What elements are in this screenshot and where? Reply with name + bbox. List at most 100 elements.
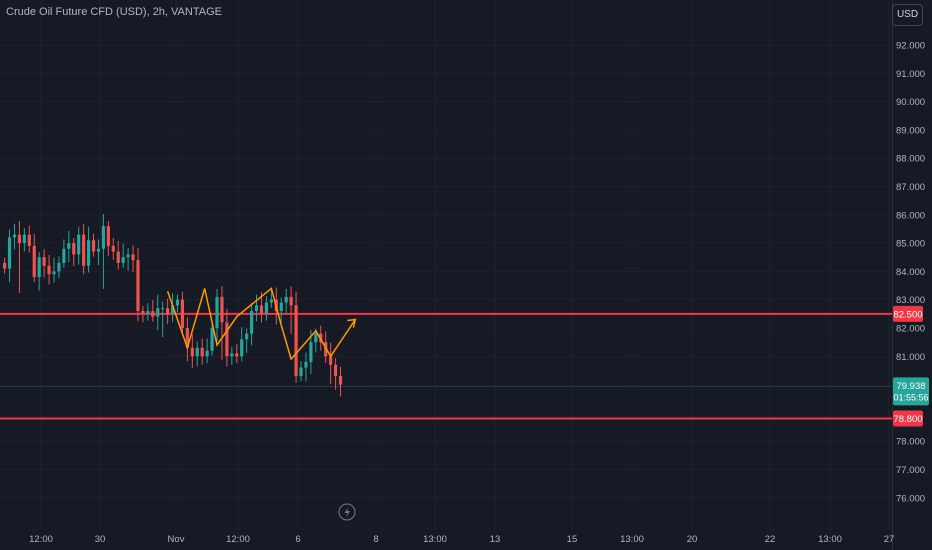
candle-body (96, 248, 101, 252)
candle[interactable] (156, 294, 160, 331)
time-tick-label: 20 (687, 534, 698, 545)
time-axis[interactable]: 12:00 30 Nov 12:00 6 8 13:00 13 15 13:00 20 22 13:00… (29, 534, 894, 545)
candle-body (37, 257, 41, 278)
candle[interactable] (200, 338, 204, 365)
candle[interactable] (116, 240, 120, 270)
candle[interactable] (264, 296, 269, 321)
candle[interactable] (289, 286, 293, 334)
candle[interactable] (195, 341, 199, 367)
time-tick-label: 8 (373, 534, 378, 545)
candle[interactable] (304, 352, 308, 382)
price-tick-label: 89.000 (896, 125, 925, 136)
time-tick-label: 13:00 (818, 534, 842, 545)
candle-body (284, 296, 288, 303)
candle[interactable] (86, 226, 91, 273)
candle-body (52, 271, 56, 275)
currency-button[interactable]: USD (892, 4, 923, 26)
candle[interactable] (141, 305, 145, 323)
candle[interactable] (52, 257, 56, 283)
candle[interactable] (205, 338, 209, 364)
candle[interactable] (106, 221, 110, 257)
candle[interactable] (146, 303, 150, 321)
candle[interactable] (185, 317, 189, 362)
candle[interactable] (96, 239, 101, 266)
price-tick-label: 85.000 (896, 239, 925, 250)
price-tick-label: 86.000 (896, 210, 925, 221)
candle-body (235, 353, 239, 357)
candle[interactable] (210, 322, 214, 356)
candle[interactable] (3, 257, 7, 274)
zigzag-line[interactable] (166, 287, 356, 361)
candle[interactable] (27, 225, 31, 253)
candle[interactable] (82, 223, 86, 275)
candle[interactable] (170, 293, 175, 323)
candle-body (195, 347, 199, 357)
candle[interactable] (175, 294, 180, 313)
time-tick-label: 12:00 (226, 534, 250, 545)
candle[interactable] (299, 361, 303, 382)
candle[interactable] (101, 213, 105, 289)
candle[interactable] (225, 308, 229, 367)
candle[interactable] (7, 229, 12, 283)
candle[interactable] (72, 238, 76, 267)
candle[interactable] (37, 252, 41, 291)
candle[interactable] (32, 233, 36, 283)
candle[interactable] (47, 254, 51, 285)
candle[interactable] (42, 249, 46, 278)
candle[interactable] (190, 334, 194, 369)
candle-body (245, 333, 249, 340)
candle[interactable] (111, 238, 115, 261)
candle[interactable] (131, 245, 135, 272)
candle[interactable] (57, 256, 61, 279)
candle[interactable] (294, 291, 298, 383)
candle[interactable] (333, 358, 338, 390)
candle[interactable] (250, 303, 254, 346)
candle[interactable] (121, 243, 125, 269)
candle[interactable] (240, 327, 244, 362)
candle[interactable] (151, 300, 155, 322)
candle[interactable] (180, 291, 185, 334)
zigzag-pattern[interactable] (166, 287, 357, 361)
candle[interactable] (215, 288, 219, 342)
candle[interactable] (77, 226, 81, 265)
level-price-label (893, 305, 923, 322)
candle[interactable] (284, 288, 288, 313)
candle[interactable] (220, 286, 224, 360)
candle[interactable] (269, 290, 273, 308)
candle-body (269, 299, 273, 303)
candle-body (170, 305, 175, 314)
candle[interactable] (314, 328, 318, 353)
candle-body (82, 234, 86, 266)
candle[interactable] (161, 301, 165, 338)
candle[interactable] (329, 342, 333, 385)
candle[interactable] (279, 297, 283, 323)
candle-body (72, 243, 76, 255)
candle-body (151, 311, 155, 317)
candle[interactable] (126, 247, 130, 271)
candle[interactable] (17, 221, 22, 293)
candle-body (289, 296, 293, 306)
price-tick-label: 78.000 (896, 437, 925, 448)
level-lines (0, 312, 892, 420)
candle[interactable] (230, 346, 234, 365)
candle[interactable] (235, 344, 239, 364)
price-axis[interactable]: 92.000 91.000 90.000 89.000 88.000 87.000 86.0… (896, 41, 925, 505)
candle-body (67, 243, 71, 249)
candle[interactable] (338, 366, 343, 397)
countdown-text: 01:55:56 (893, 392, 928, 402)
candle[interactable] (166, 298, 170, 325)
candle[interactable] (136, 247, 140, 322)
candle[interactable] (245, 328, 249, 353)
candle[interactable] (12, 223, 17, 250)
candle[interactable] (91, 233, 96, 257)
lightning-icon[interactable] (338, 503, 356, 521)
candle[interactable] (22, 228, 26, 252)
candle-body (279, 302, 283, 312)
candle-body (230, 353, 234, 357)
candle[interactable] (62, 239, 66, 269)
candle[interactable] (254, 294, 259, 322)
candle[interactable] (67, 230, 71, 263)
candle-body (47, 265, 51, 275)
